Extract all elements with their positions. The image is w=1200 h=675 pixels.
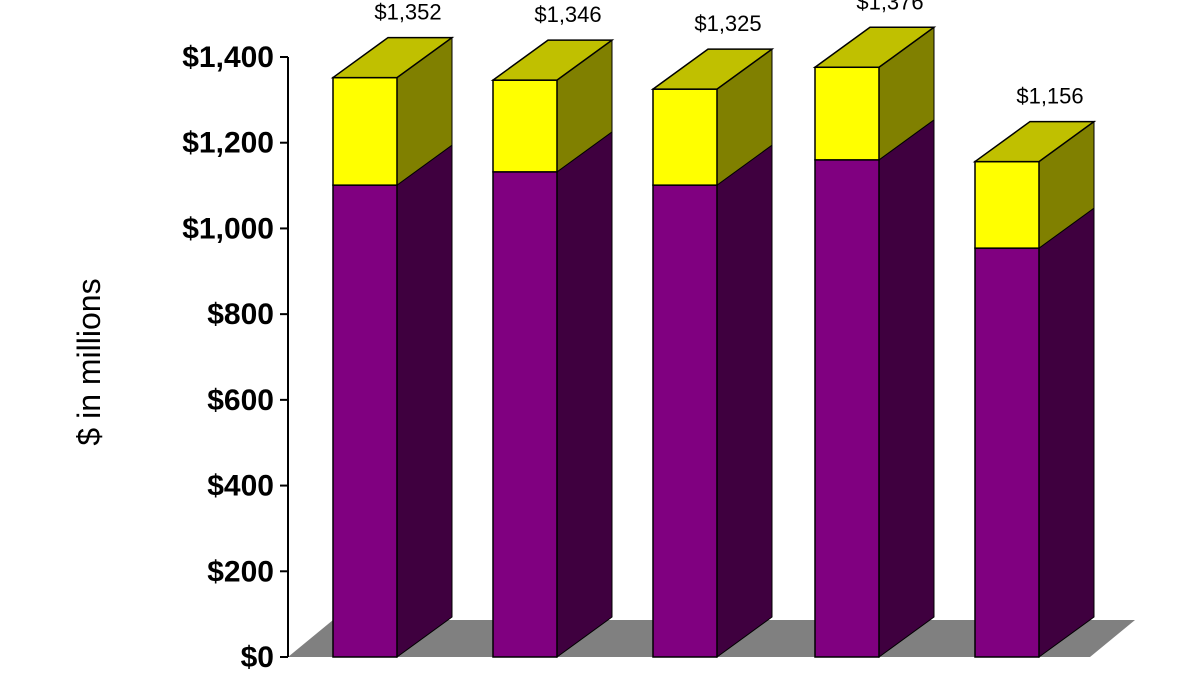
y-tick-label: $1,400 — [182, 41, 274, 74]
bar-segment-purple — [814, 159, 880, 658]
bar-stack — [490, 39, 615, 658]
bar-top-face — [972, 120, 1097, 163]
y-tick-label: $1,200 — [182, 127, 274, 160]
bar-top-face — [650, 48, 775, 90]
bar-top-face — [330, 36, 455, 79]
data-label: $1,376 — [856, 0, 923, 14]
y-tick-label: $200 — [207, 555, 274, 588]
bar-top-face — [490, 39, 615, 81]
bar-side-segment — [1038, 207, 1095, 658]
data-label: $1,325 — [694, 11, 761, 36]
bar-side-segment — [396, 144, 453, 658]
bar-side-segment — [556, 130, 613, 658]
bar-segment-yellow — [814, 66, 880, 161]
bar-segment-purple — [974, 247, 1040, 658]
y-axis-label: $ in millions — [71, 278, 107, 445]
bar-stack — [330, 36, 455, 658]
bar-side-segment — [716, 144, 773, 658]
bar-segment-yellow — [652, 88, 718, 186]
bar-segment-yellow — [974, 160, 1040, 249]
bar-stack — [650, 48, 775, 658]
bar-segment-purple — [332, 184, 398, 658]
bar-segment-yellow — [492, 79, 558, 173]
y-tick-label: $0 — [241, 641, 274, 674]
y-tick-label: $800 — [207, 298, 274, 331]
bar-top-face — [812, 26, 937, 69]
y-tick-label: $1,000 — [182, 212, 274, 245]
y-tick-label: $600 — [207, 384, 274, 417]
bar-segment-yellow — [332, 76, 398, 186]
bar-stack — [812, 26, 937, 658]
data-label: $1,352 — [374, 0, 441, 25]
data-label: $1,156 — [1016, 84, 1083, 109]
bar-segment-purple — [652, 184, 718, 658]
bar-stack — [972, 120, 1097, 658]
y-tick-label: $400 — [207, 470, 274, 503]
bar-segment-purple — [492, 171, 558, 658]
data-label: $1,346 — [534, 2, 601, 27]
bar-side-segment — [878, 118, 935, 658]
